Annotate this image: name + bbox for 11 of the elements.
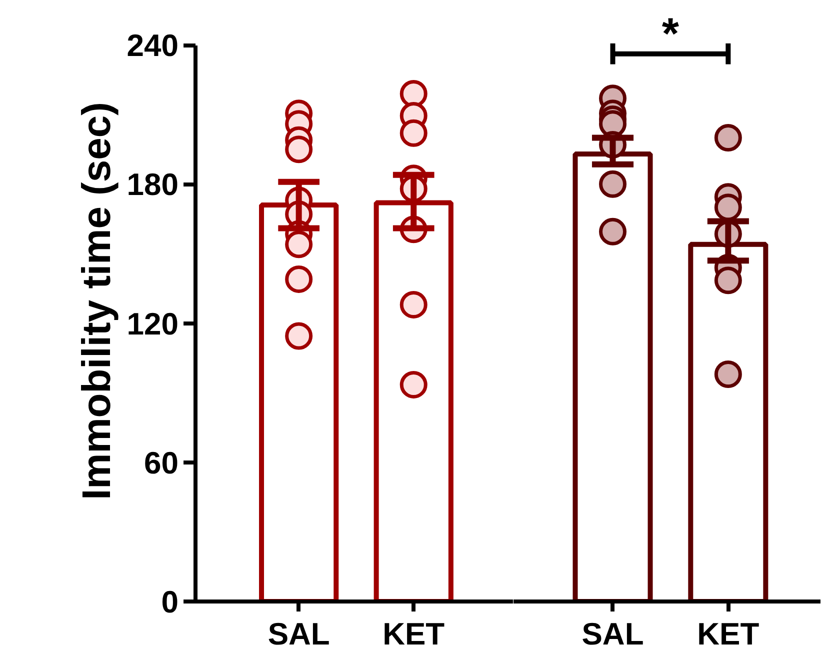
annotation: * — [662, 9, 680, 58]
y-tick-label: 180 — [126, 167, 179, 202]
x-tick-label: KET — [697, 616, 760, 652]
y-tick-label: 240 — [126, 28, 179, 64]
y-tick-label: 60 — [144, 445, 179, 480]
x-tick-label: SAL — [582, 616, 644, 652]
x-tick-label: SAL — [268, 616, 330, 652]
x-tick-label: KET — [382, 616, 445, 652]
y-tick-label: 120 — [126, 306, 179, 342]
y-tick-label: 0 — [161, 584, 179, 620]
y-axis-title: Immobility time (sec) — [74, 102, 119, 500]
